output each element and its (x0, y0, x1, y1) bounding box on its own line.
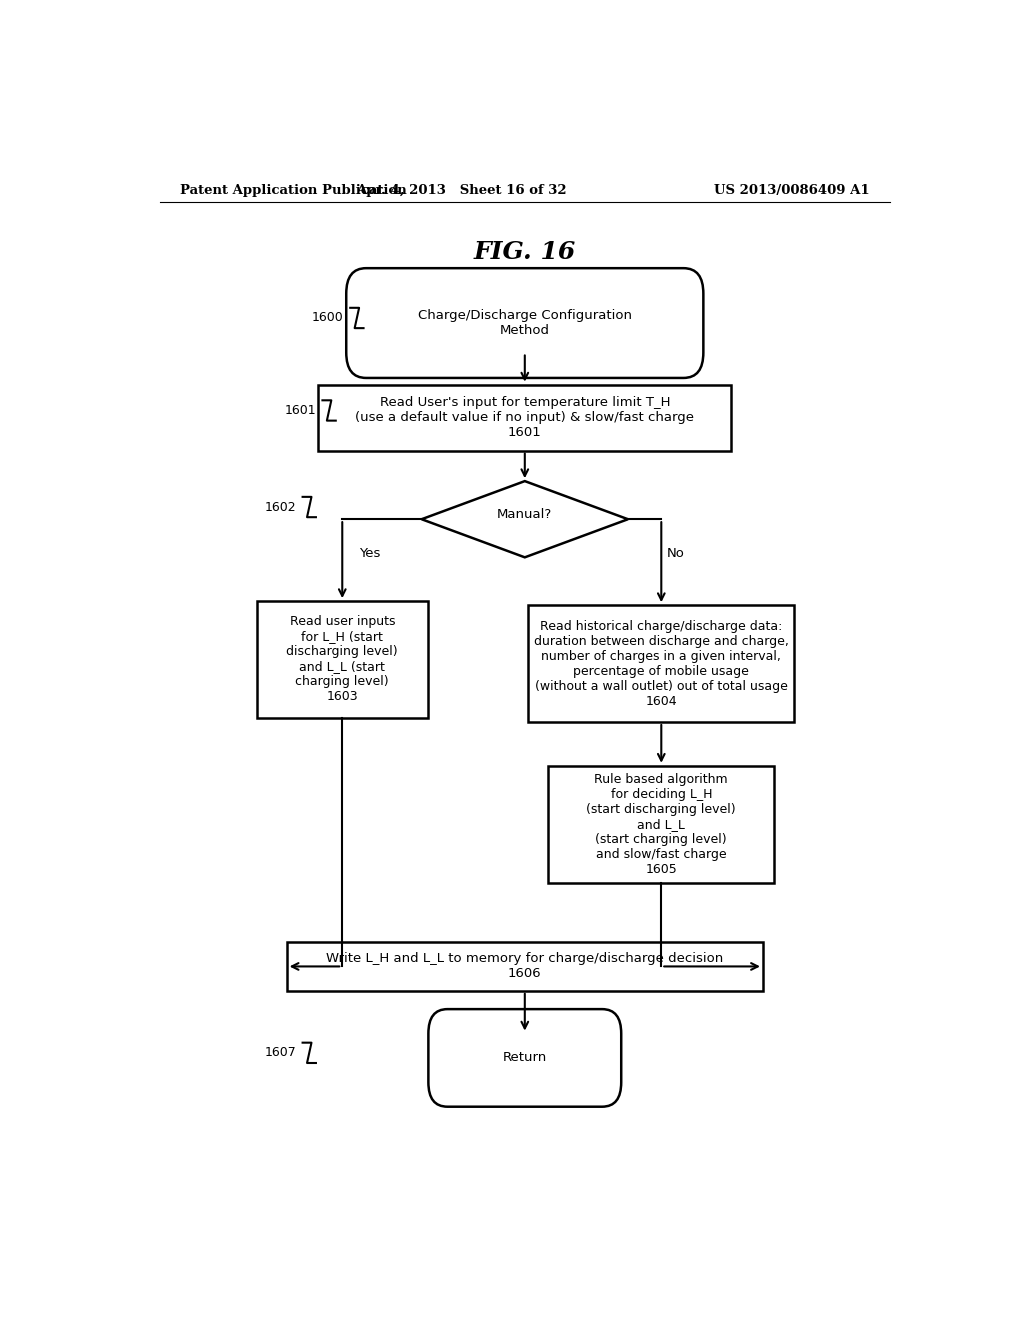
FancyBboxPatch shape (318, 384, 731, 450)
Text: 1607: 1607 (264, 1047, 296, 1060)
Text: Read User's input for temperature limit T_H
(use a default value if no input) & : Read User's input for temperature limit … (355, 396, 694, 440)
FancyBboxPatch shape (548, 766, 774, 883)
Text: Write L_H and L_L to memory for charge/discharge decision
1606: Write L_H and L_L to memory for charge/d… (327, 953, 723, 981)
Text: Read user inputs
for L_H (start
discharging level)
and L_L (start
charging level: Read user inputs for L_H (start discharg… (287, 615, 398, 704)
Text: Charge/Discharge Configuration
Method: Charge/Discharge Configuration Method (418, 309, 632, 337)
FancyBboxPatch shape (346, 268, 703, 378)
Text: 1602: 1602 (264, 500, 296, 513)
Text: Rule based algorithm
for deciding L_H
(start discharging level)
and L_L
(start c: Rule based algorithm for deciding L_H (s… (587, 772, 736, 875)
FancyBboxPatch shape (257, 601, 428, 718)
Polygon shape (422, 480, 628, 557)
FancyBboxPatch shape (287, 942, 763, 991)
Text: Read historical charge/discharge data:
duration between discharge and charge,
nu: Read historical charge/discharge data: d… (534, 619, 788, 708)
Text: Manual?: Manual? (498, 508, 552, 520)
Text: 1600: 1600 (312, 312, 344, 325)
Text: Yes: Yes (359, 546, 381, 560)
FancyBboxPatch shape (528, 605, 795, 722)
Text: 1601: 1601 (285, 404, 316, 417)
Text: Apr. 4, 2013   Sheet 16 of 32: Apr. 4, 2013 Sheet 16 of 32 (356, 185, 566, 198)
Text: No: No (667, 546, 684, 560)
FancyBboxPatch shape (428, 1008, 622, 1106)
Text: Patent Application Publication: Patent Application Publication (179, 185, 407, 198)
Text: US 2013/0086409 A1: US 2013/0086409 A1 (715, 185, 870, 198)
Text: FIG. 16: FIG. 16 (474, 240, 575, 264)
Text: Return: Return (503, 1052, 547, 1064)
